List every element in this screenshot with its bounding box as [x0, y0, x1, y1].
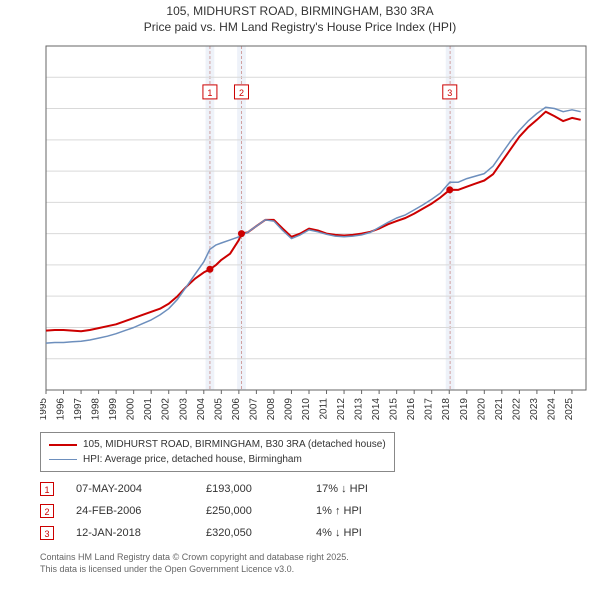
transaction-row: 2 24-FEB-2006£250,0001% ↑ HPI — [40, 500, 416, 522]
chart-svg: £0£50K£100K£150K£200K£250K£300K£350K£400… — [40, 42, 590, 422]
svg-text:2015: 2015 — [389, 398, 400, 421]
svg-text:2009: 2009 — [283, 398, 294, 421]
title-line1: 105, MIDHURST ROAD, BIRMINGHAM, B30 3RA — [0, 4, 600, 20]
transaction-price: £193,000 — [206, 483, 316, 495]
transaction-date: 07-MAY-2004 — [76, 483, 206, 495]
svg-text:2012: 2012 — [336, 398, 347, 421]
svg-text:2023: 2023 — [529, 398, 540, 421]
transaction-marker: 1 — [40, 482, 54, 496]
price-chart: £0£50K£100K£150K£200K£250K£300K£350K£400… — [40, 42, 590, 422]
transaction-delta: 4% ↓ HPI — [316, 527, 416, 539]
footer-attribution: Contains HM Land Registry data © Crown c… — [40, 552, 349, 575]
legend-row: HPI: Average price, detached house, Birm… — [49, 452, 386, 467]
footer-line2: This data is licensed under the Open Gov… — [40, 564, 349, 576]
transaction-price: £320,050 — [206, 527, 316, 539]
svg-text:2014: 2014 — [371, 398, 382, 421]
svg-text:2004: 2004 — [196, 398, 207, 421]
svg-text:2000: 2000 — [126, 398, 137, 421]
transactions-table: 1 07-MAY-2004£193,00017% ↓ HPI 2 24-FEB-200… — [40, 478, 416, 544]
svg-text:2020: 2020 — [476, 398, 487, 421]
svg-text:2003: 2003 — [178, 398, 189, 421]
svg-text:2016: 2016 — [406, 398, 417, 421]
legend: 105, MIDHURST ROAD, BIRMINGHAM, B30 3RA … — [40, 432, 395, 472]
svg-text:1998: 1998 — [91, 398, 102, 421]
svg-text:2008: 2008 — [266, 398, 277, 421]
transaction-row: 3 12-JAN-2018£320,0504% ↓ HPI — [40, 522, 416, 544]
transaction-price: £250,000 — [206, 505, 316, 517]
title-line2: Price paid vs. HM Land Registry's House … — [0, 20, 600, 36]
svg-text:1: 1 — [207, 88, 212, 98]
transaction-date: 12-JAN-2018 — [76, 527, 206, 539]
svg-text:1995: 1995 — [40, 398, 49, 421]
transaction-marker: 2 — [40, 504, 54, 518]
legend-swatch — [49, 444, 77, 446]
svg-text:1997: 1997 — [73, 398, 84, 421]
svg-text:2007: 2007 — [248, 398, 259, 421]
svg-text:1999: 1999 — [108, 398, 119, 421]
svg-text:2005: 2005 — [213, 398, 224, 421]
transaction-delta: 17% ↓ HPI — [316, 483, 416, 495]
svg-text:2013: 2013 — [354, 398, 365, 421]
svg-text:1996: 1996 — [56, 398, 67, 421]
svg-text:2010: 2010 — [301, 398, 312, 421]
transaction-row: 1 07-MAY-2004£193,00017% ↓ HPI — [40, 478, 416, 500]
svg-text:3: 3 — [447, 88, 452, 98]
legend-row: 105, MIDHURST ROAD, BIRMINGHAM, B30 3RA … — [49, 437, 386, 452]
legend-swatch — [49, 459, 77, 461]
svg-text:2017: 2017 — [424, 398, 435, 421]
footer-line1: Contains HM Land Registry data © Crown c… — [40, 552, 349, 564]
svg-text:2022: 2022 — [511, 398, 522, 421]
transaction-date: 24-FEB-2006 — [76, 505, 206, 517]
transaction-delta: 1% ↑ HPI — [316, 505, 416, 517]
svg-text:2018: 2018 — [441, 398, 452, 421]
legend-label: 105, MIDHURST ROAD, BIRMINGHAM, B30 3RA … — [83, 437, 386, 452]
svg-text:2024: 2024 — [546, 398, 557, 421]
svg-text:2025: 2025 — [564, 398, 575, 421]
chart-title: 105, MIDHURST ROAD, BIRMINGHAM, B30 3RA … — [0, 0, 600, 37]
svg-text:2011: 2011 — [319, 398, 330, 420]
svg-text:2019: 2019 — [459, 398, 470, 421]
svg-text:2021: 2021 — [494, 398, 505, 421]
legend-label: HPI: Average price, detached house, Birm… — [83, 452, 302, 467]
svg-text:2002: 2002 — [161, 398, 172, 421]
svg-text:2: 2 — [239, 88, 244, 98]
transaction-marker: 3 — [40, 526, 54, 540]
svg-text:2001: 2001 — [143, 398, 154, 421]
svg-text:2006: 2006 — [231, 398, 242, 421]
